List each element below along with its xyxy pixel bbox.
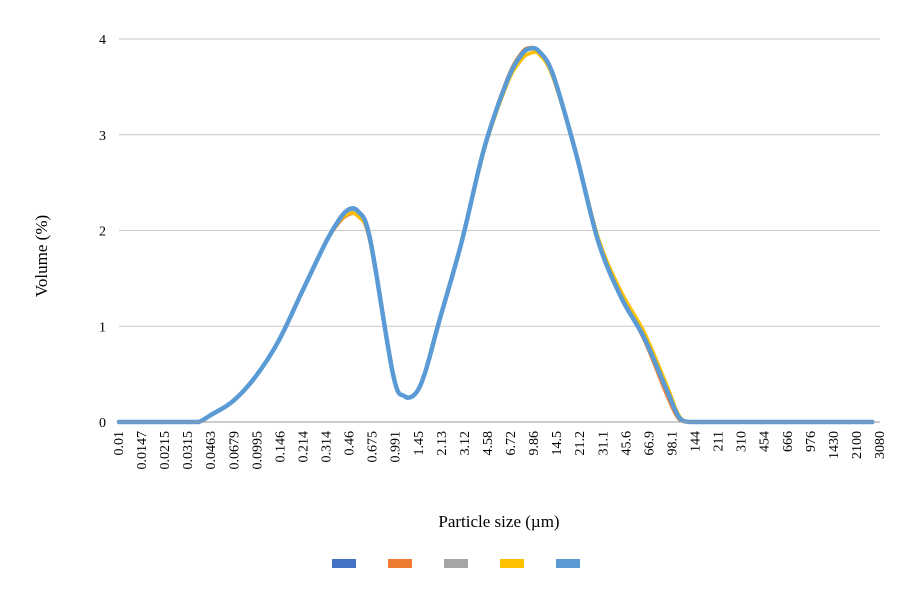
x-tick-label: 3080 [873,431,888,459]
x-tick-label: 45.6 [619,431,634,456]
x-tick-label: 0.991 [389,431,404,463]
y-tick-label: 2 [99,225,106,240]
x-tick-label: 0.0679 [227,431,242,470]
x-tick-label: 0.0463 [204,431,219,470]
legend-swatch-3 [444,559,468,568]
x-tick-label: 211 [712,431,727,451]
x-tick-label: 0.0315 [181,431,196,470]
x-tick-labels: 0.01 0.0147 0.0215 0.0315 0.0463 0.0679 0.0995… [112,431,888,470]
y-tick-label: 0 [99,416,106,431]
x-tick-label: 9.86 [527,431,542,456]
x-tick-label: 31.1 [596,431,611,456]
y-axis-title: Volume (%) [32,215,51,297]
x-tick-label: 98.1 [665,431,680,456]
series-line-3 [117,46,875,424]
legend [332,559,580,568]
x-tick-label: 0.01 [112,431,127,456]
x-tick-label: 144 [689,431,704,452]
y-tick-label: 4 [99,33,106,48]
series-line-5 [116,45,875,425]
x-tick-label: 976 [804,431,819,452]
legend-swatch-1 [332,559,356,568]
y-tick-label: 1 [99,320,106,335]
series-line-2 [117,45,875,424]
x-tick-label: 454 [758,431,773,452]
x-tick-label: 310 [735,431,750,452]
x-tick-label: 0.146 [273,431,288,463]
x-tick-label: 2.13 [435,431,450,456]
x-tick-label: 3.12 [458,431,473,456]
x-tick-label: 0.0215 [158,431,173,470]
x-tick-label: 14.5 [550,431,565,456]
x-tick-label: 0.214 [296,431,311,463]
x-tick-label: 0.0147 [135,431,150,470]
x-tick-label: 0.314 [320,431,335,463]
y-tick-label: 3 [99,129,106,144]
legend-swatch-2 [388,559,412,568]
x-tick-label: 1.45 [412,431,427,456]
series-line-1 [117,46,875,424]
x-tick-label: 1430 [827,431,842,459]
y-tick-labels: 0 1 2 3 4 [99,33,106,431]
legend-swatch-4 [500,559,524,568]
gridlines [119,38,880,327]
x-tick-label: 0.46 [343,431,358,456]
x-tick-label: 666 [781,431,796,452]
x-tick-label: 6.72 [504,431,519,456]
series-lines [116,45,875,425]
legend-swatch-5 [556,559,580,568]
x-tick-label: 0.675 [366,431,381,463]
x-tick-label: 21.2 [573,431,588,456]
x-tick-label: 2100 [850,431,865,459]
x-tick-label: 4.58 [481,431,496,456]
x-tick-label: 0.0995 [250,431,265,470]
x-axis-title: Particle size (µm) [438,512,559,531]
x-tick-label: 66.9 [642,431,657,456]
